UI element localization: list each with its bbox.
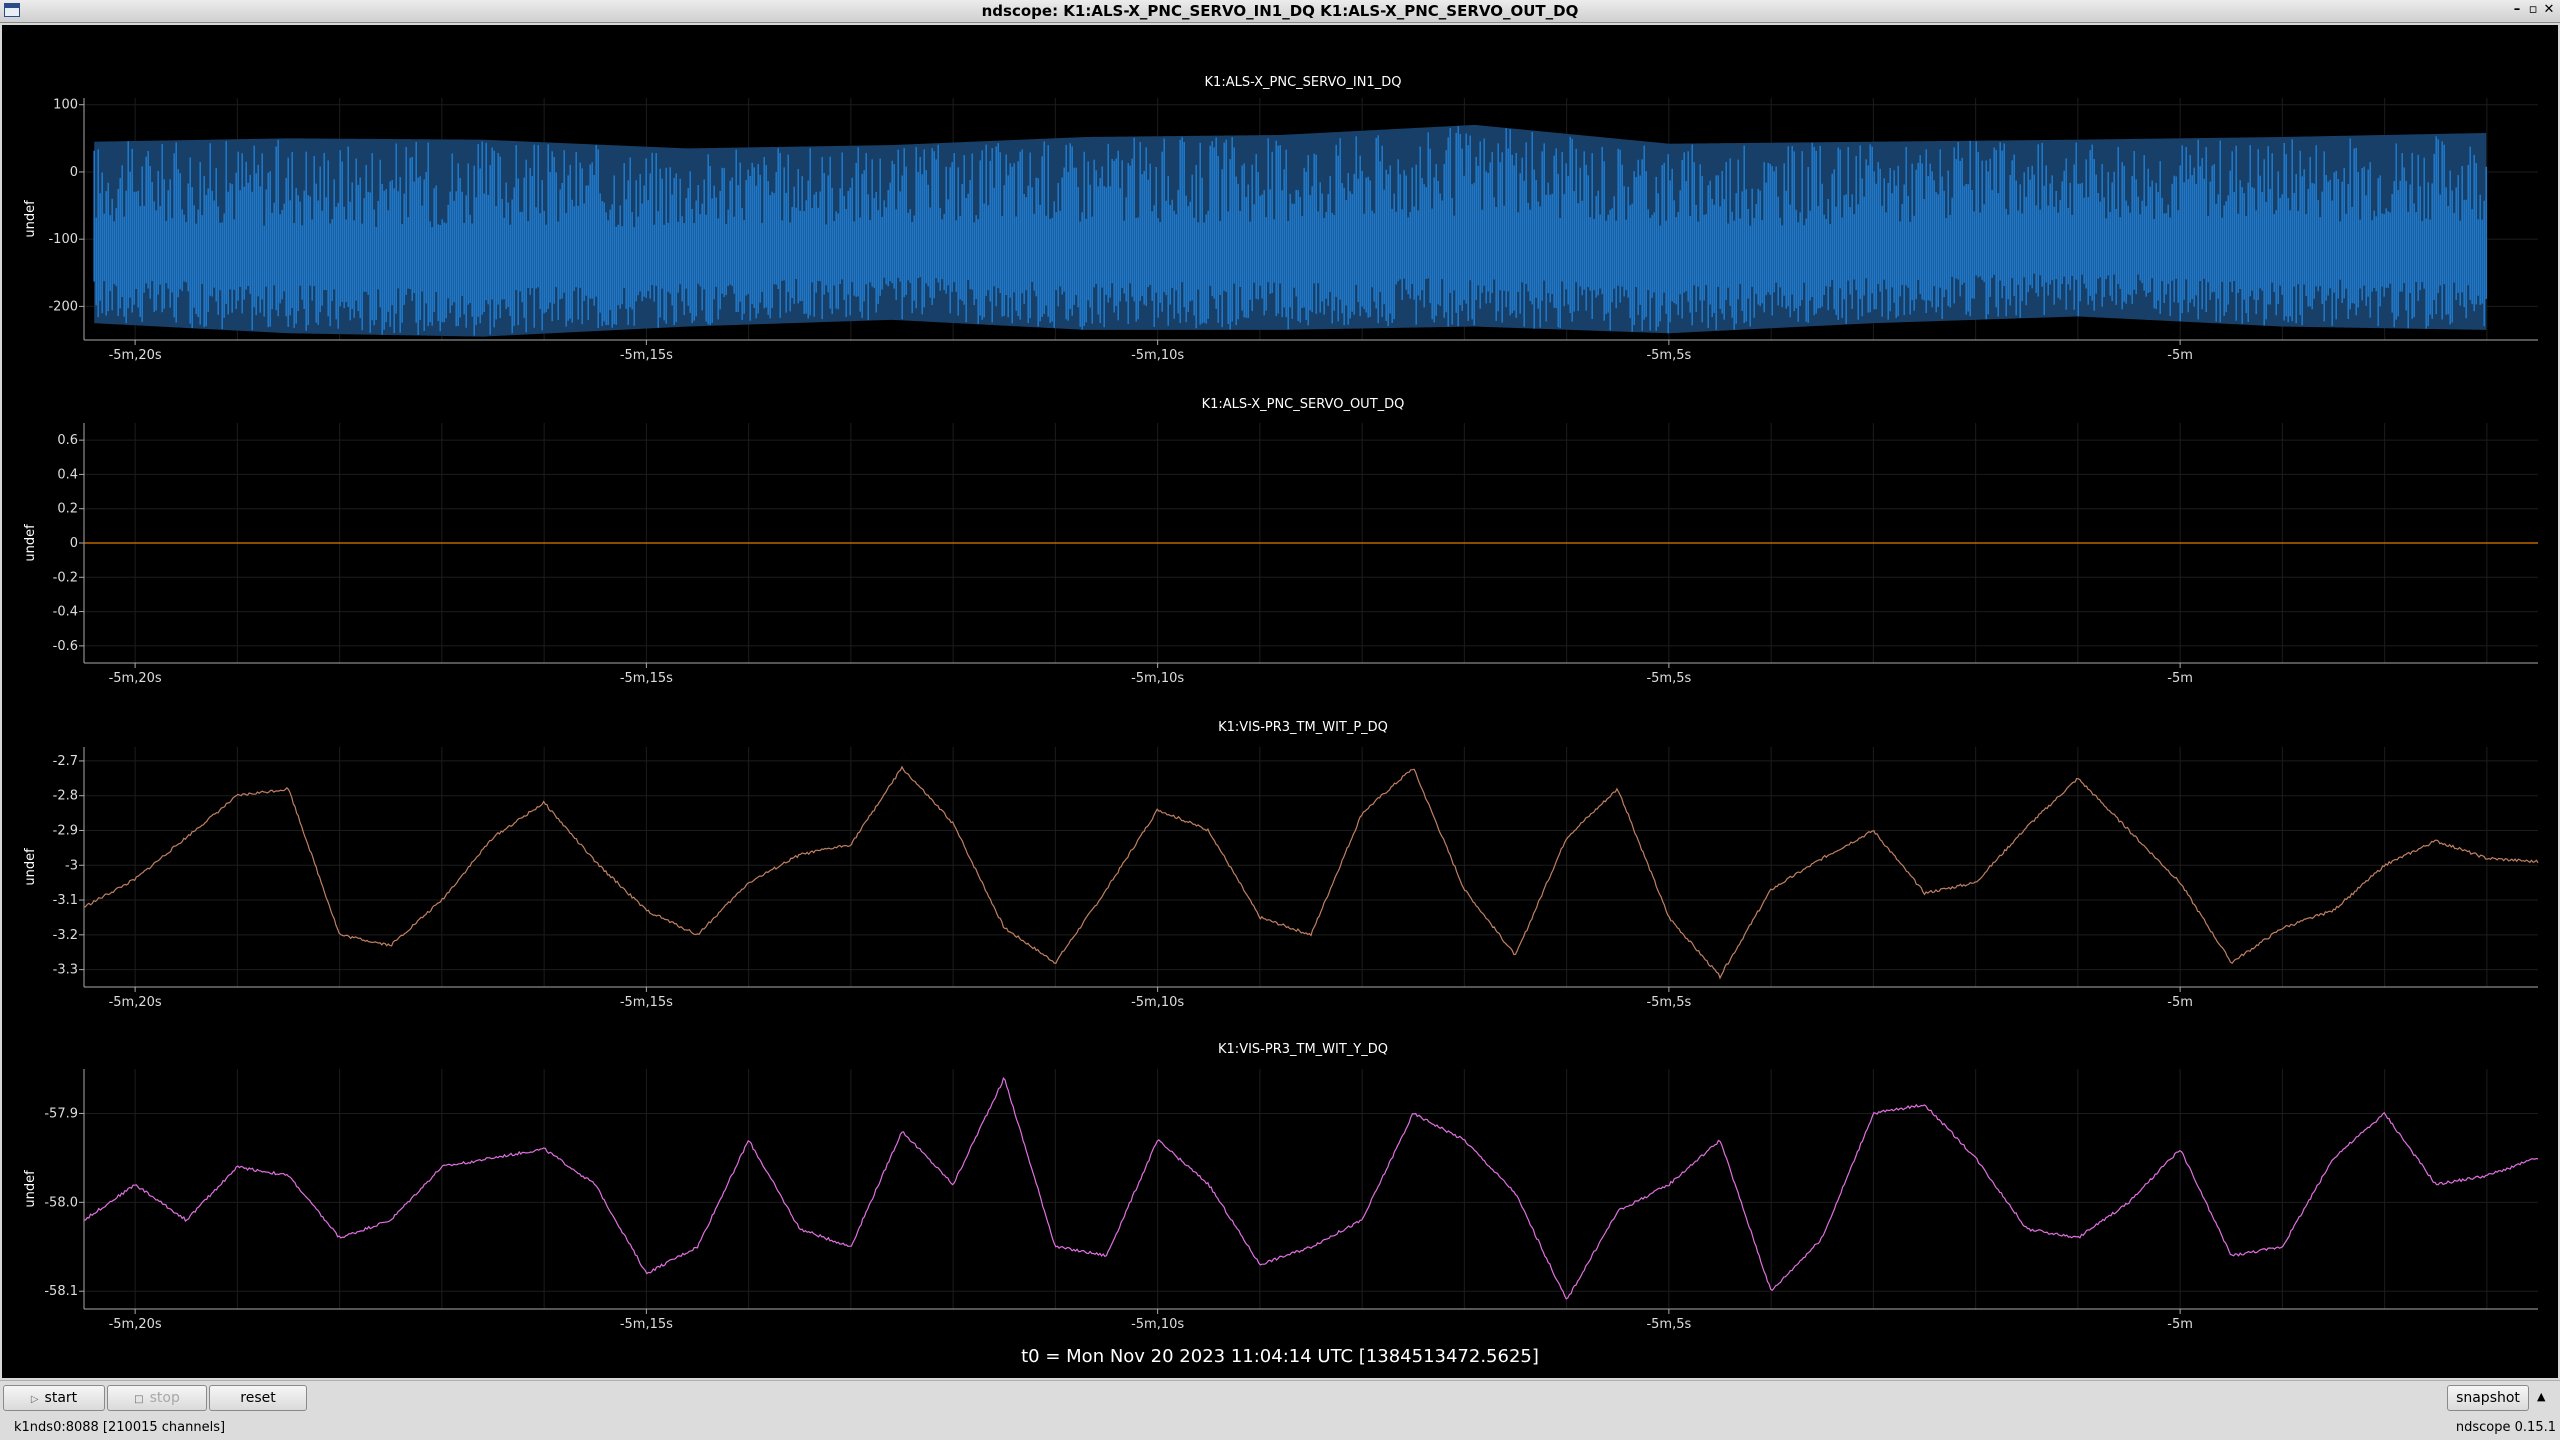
y-tick-label: 0.4 (57, 467, 78, 482)
plot-title: K1:VIS-PR3_TM_WIT_P_DQ (1218, 720, 1388, 735)
y-tick-label: -3.2 (53, 928, 78, 943)
y-axis-label: undef (23, 524, 38, 562)
y-axis-label: undef (23, 200, 38, 238)
y-tick-label: -100 (48, 232, 78, 247)
stop-online-button: □stop online (107, 1385, 207, 1432)
x-tick-label: -5m (2167, 348, 2193, 363)
x-tick-label: -5m,20s (109, 348, 162, 363)
y-axis-label: undef (23, 1170, 38, 1208)
y-tick-label: -57.9 (44, 1106, 78, 1121)
x-tick-label: -5m,15s (620, 1317, 673, 1332)
x-tick-label: -5m,5s (1646, 671, 1691, 686)
x-tick-label: -5m,15s (620, 348, 673, 363)
x-tick-label: -5m (2167, 995, 2193, 1010)
y-tick-label: -200 (48, 299, 78, 314)
version-label: ndscope 0.15.1 (2455, 1420, 2556, 1435)
plot-title: K1:VIS-PR3_TM_WIT_Y_DQ (1218, 1042, 1388, 1057)
data-series-line (93, 126, 2488, 336)
t0-label: t0 = Mon Nov 20 2023 11:04:14 UTC [13845… (1021, 1346, 1539, 1367)
y-tick-label: 0.6 (57, 433, 78, 448)
x-tick-label: -5m,15s (620, 995, 673, 1010)
y-tick-label: -3 (65, 858, 78, 873)
x-tick-label: -5m,20s (109, 995, 162, 1010)
app-icon (4, 3, 20, 17)
data-series-line (83, 765, 2539, 980)
close-icon[interactable]: ✕ (2543, 2, 2555, 17)
x-tick-label: -5m,5s (1646, 1317, 1691, 1332)
minimize-icon[interactable]: – (2513, 2, 2521, 17)
y-tick-label: -2.7 (53, 754, 78, 769)
y-tick-label: -0.6 (53, 639, 78, 654)
maximize-icon[interactable]: ▫ (2528, 2, 2538, 17)
y-axis-label: undef (23, 848, 38, 886)
x-tick-label: -5m,5s (1646, 348, 1691, 363)
window-title: ndscope: K1:ALS-X_PNC_SERVO_IN1_DQ K1:AL… (981, 2, 1579, 20)
start-online-button[interactable]: ▷start online (3, 1385, 105, 1432)
x-tick-label: -5m,15s (620, 671, 673, 686)
window-titlebar: ndscope: K1:ALS-X_PNC_SERVO_IN1_DQ K1:AL… (0, 0, 2560, 23)
x-tick-label: -5m,20s (109, 1317, 162, 1332)
y-tick-label: 0 (70, 165, 78, 180)
y-tick-label: -58.0 (44, 1195, 78, 1210)
server-status: k1nds0:8088 [210015 channels] (14, 1420, 226, 1435)
y-tick-label: -3.1 (53, 893, 78, 908)
x-tick-label: -5m,5s (1646, 995, 1691, 1010)
plot-title: K1:ALS-X_PNC_SERVO_IN1_DQ (1205, 75, 1402, 90)
toolbar: ▷start online □stop online reset snapsho… (0, 1380, 2560, 1432)
stop-icon: □ (134, 1394, 144, 1405)
x-tick-label: -5m,10s (1131, 995, 1184, 1010)
reset-button[interactable]: reset (209, 1385, 307, 1411)
play-icon: ▷ (30, 1394, 39, 1405)
x-tick-label: -5m,10s (1131, 348, 1184, 363)
y-tick-label: -3.3 (53, 963, 78, 978)
x-tick-label: -5m,20s (109, 671, 162, 686)
plot-title: K1:ALS-X_PNC_SERVO_OUT_DQ (1202, 397, 1405, 412)
y-tick-label: -58.1 (44, 1284, 78, 1299)
y-tick-label: 0.2 (57, 502, 78, 517)
snapshot-button[interactable]: snapshot (2447, 1385, 2529, 1411)
x-tick-label: -5m,10s (1131, 671, 1184, 686)
y-tick-label: 100 (53, 98, 78, 113)
y-tick-label: -2.9 (53, 823, 78, 838)
x-tick-label: -5m,10s (1131, 1317, 1184, 1332)
status-bar: k1nds0:8088 [210015 channels] ndscope 0.… (0, 1416, 2560, 1440)
data-series-line (83, 1077, 2539, 1300)
y-tick-label: 0 (70, 536, 78, 551)
x-tick-label: -5m (2167, 1317, 2193, 1332)
expand-icon[interactable]: ▲ (2537, 1390, 2546, 1403)
y-tick-label: -0.2 (53, 570, 78, 585)
x-tick-label: -5m (2167, 671, 2193, 686)
y-tick-label: -0.4 (53, 605, 78, 620)
y-tick-label: -2.8 (53, 789, 78, 804)
